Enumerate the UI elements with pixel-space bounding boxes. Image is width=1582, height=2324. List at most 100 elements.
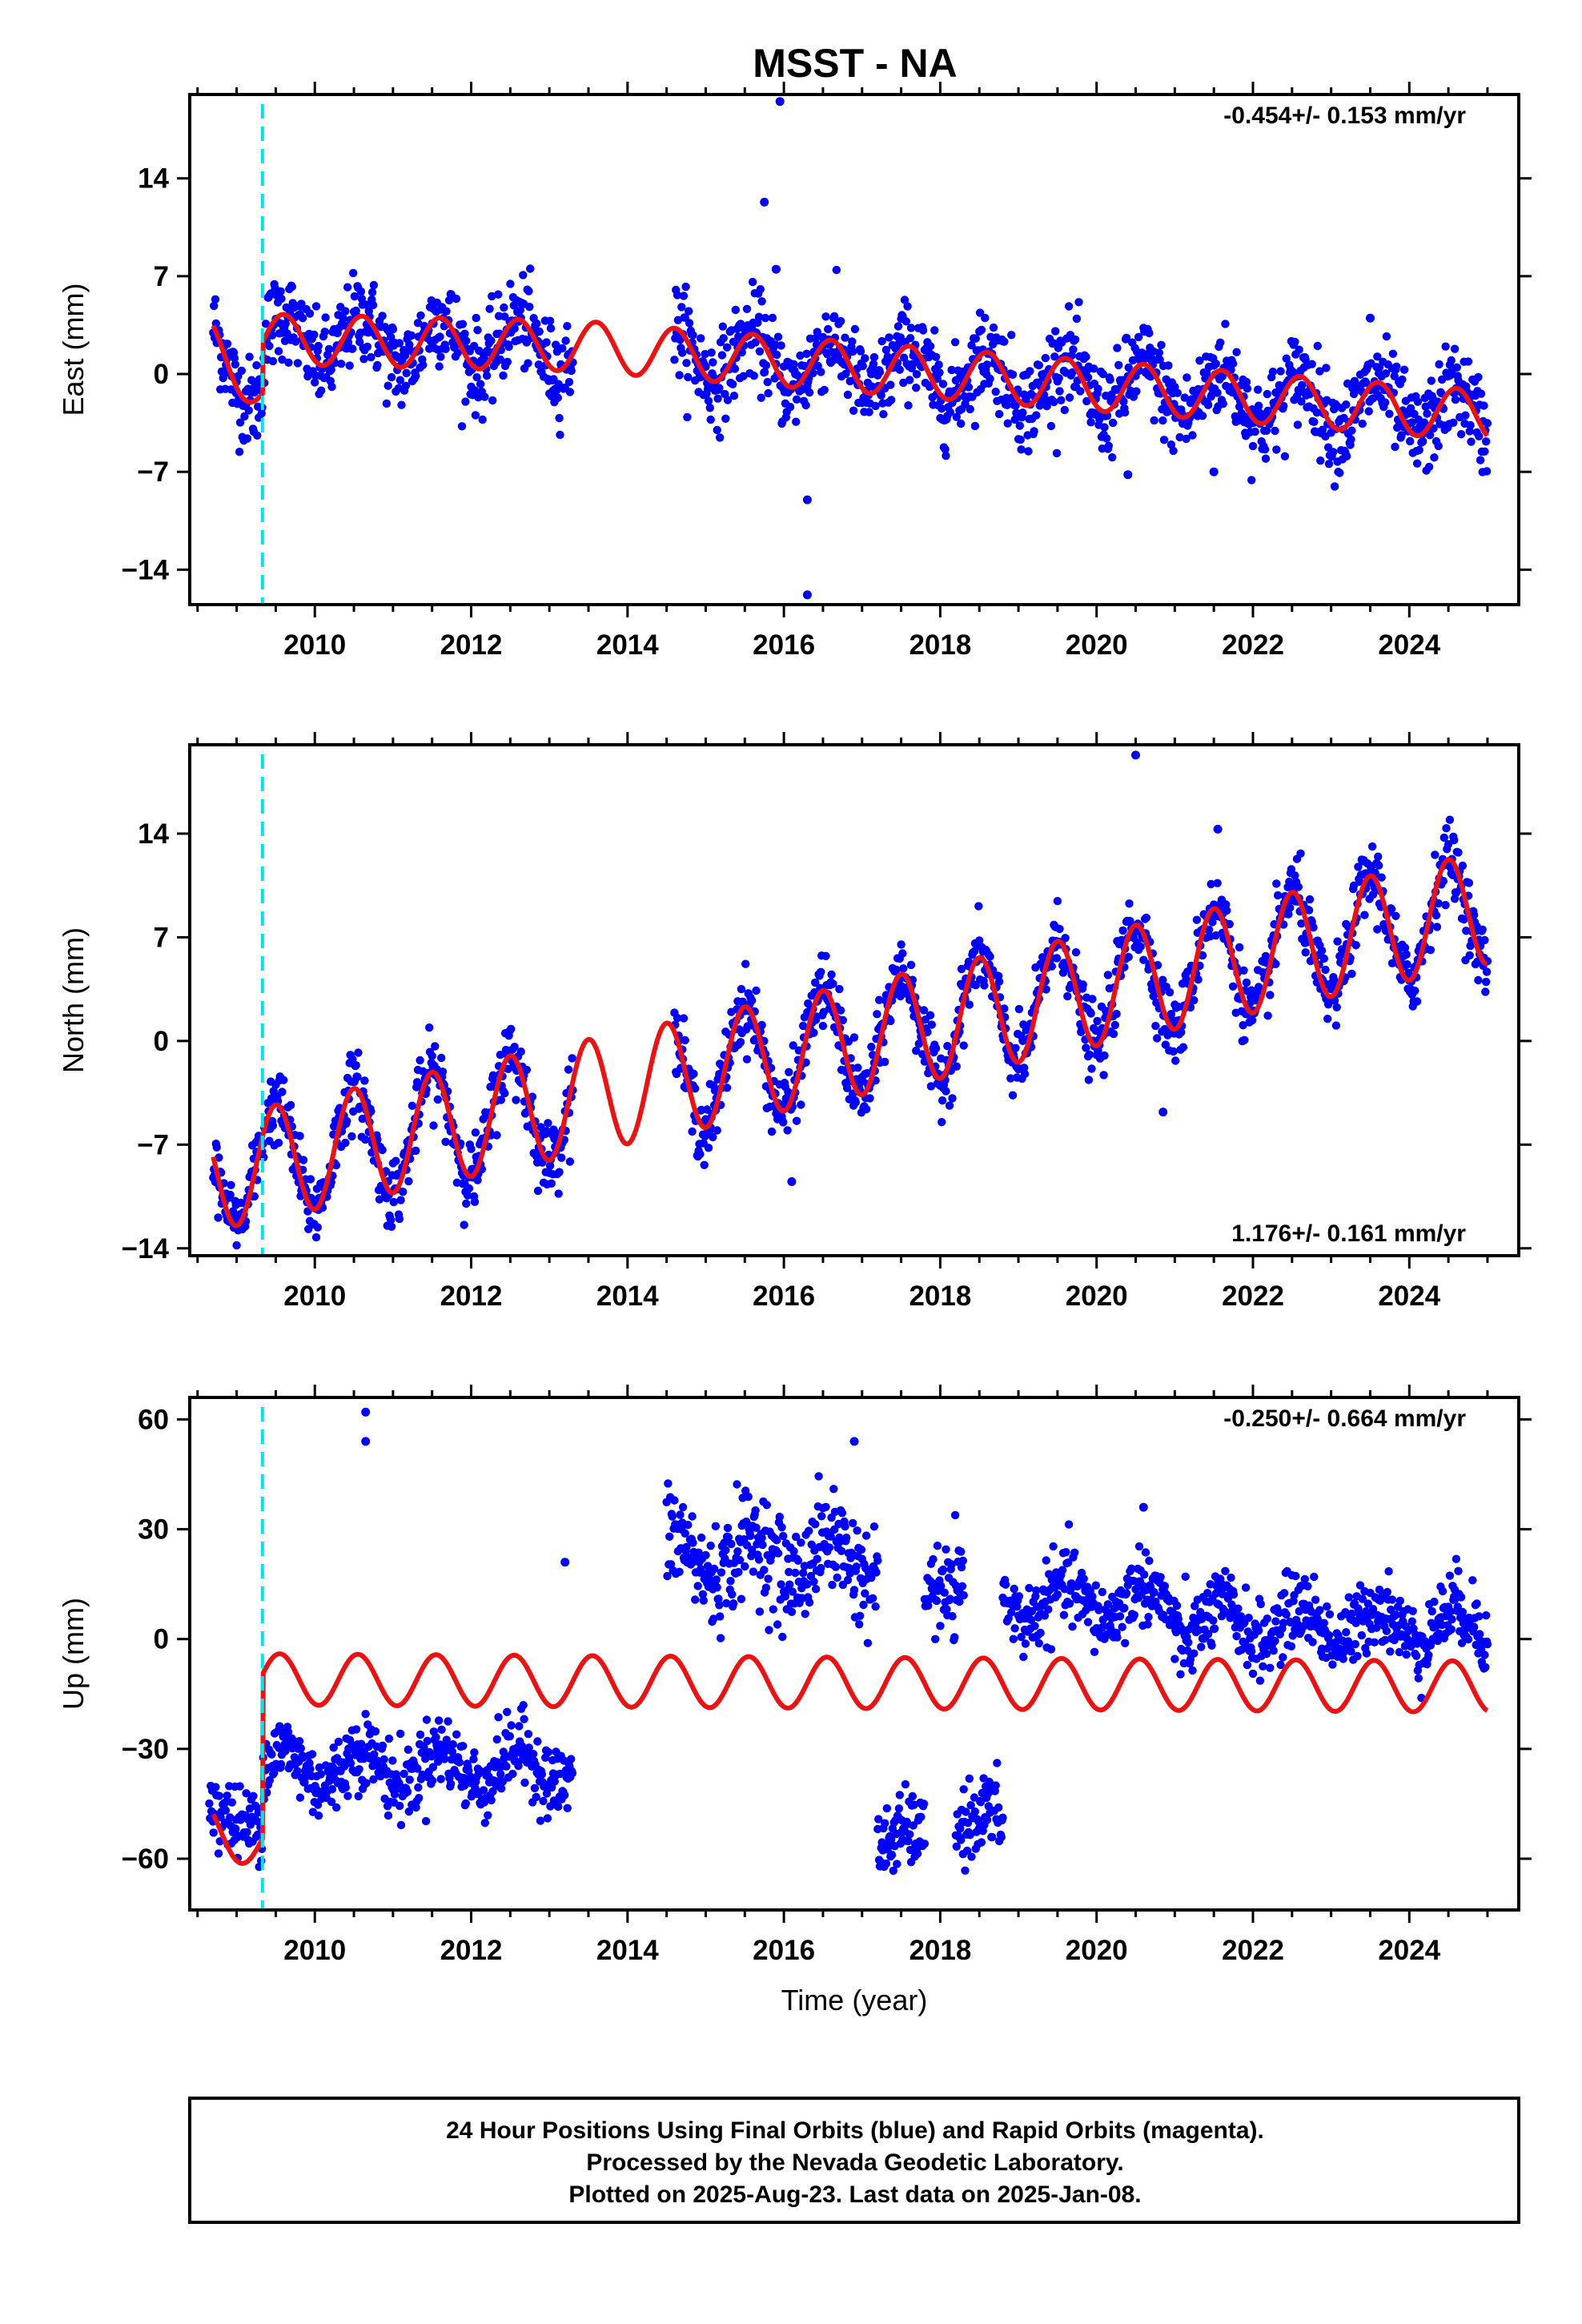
data-point	[959, 1041, 968, 1050]
data-point	[1046, 421, 1056, 431]
data-point	[1144, 1613, 1153, 1622]
data-point	[1425, 431, 1435, 440]
data-point	[1180, 393, 1190, 402]
data-point	[1051, 327, 1060, 336]
data-point	[1435, 360, 1443, 369]
data-point	[1120, 1603, 1129, 1613]
data-point	[349, 268, 358, 278]
data-point	[673, 316, 683, 324]
data-point	[515, 1722, 524, 1731]
data-point	[295, 1132, 304, 1140]
data-point	[556, 430, 564, 440]
data-point	[1170, 1655, 1179, 1663]
data-point	[1237, 408, 1247, 418]
data-point	[1297, 397, 1306, 406]
data-point	[1271, 426, 1279, 436]
data-point	[379, 1755, 388, 1764]
data-point	[1368, 890, 1378, 899]
data-point	[1308, 1638, 1317, 1647]
data-point	[1358, 419, 1367, 428]
data-point	[350, 292, 359, 301]
data-point	[1431, 911, 1441, 920]
data-point	[1181, 1572, 1190, 1582]
data-point	[685, 319, 694, 328]
data-point	[1017, 445, 1026, 454]
data-point	[817, 1563, 825, 1573]
data-point	[1124, 952, 1133, 962]
data-point	[679, 292, 689, 300]
data-point	[1211, 360, 1221, 368]
data-point	[887, 396, 896, 404]
data-point	[367, 352, 375, 362]
data-point	[299, 1156, 308, 1164]
data-point	[286, 1100, 295, 1110]
data-point	[775, 1512, 784, 1522]
data-point	[948, 1612, 957, 1621]
data-point	[933, 1542, 942, 1550]
data-point	[813, 1554, 821, 1563]
data-point	[1203, 400, 1213, 409]
data-point	[1475, 432, 1484, 440]
data-point	[1083, 373, 1093, 382]
data-point	[716, 1634, 725, 1642]
data-point	[1011, 401, 1020, 410]
data-point	[1113, 1633, 1122, 1642]
data-point	[821, 312, 830, 321]
data-point	[1104, 441, 1114, 450]
data-point	[1260, 445, 1270, 454]
data-point	[881, 1057, 889, 1067]
data-point	[746, 1531, 755, 1541]
data-point	[478, 415, 487, 424]
data-point	[235, 418, 245, 427]
data-point	[399, 1188, 408, 1196]
data-point	[1313, 341, 1323, 351]
data-point	[267, 1750, 276, 1759]
data-point	[1232, 1631, 1241, 1641]
data-point	[1364, 407, 1373, 416]
data-point	[281, 319, 290, 328]
data-point	[906, 324, 916, 332]
data-point	[867, 1043, 876, 1051]
data-point	[1430, 453, 1439, 462]
data-point	[470, 1748, 479, 1757]
data-point	[731, 305, 740, 315]
data-point	[1156, 1573, 1165, 1582]
data-point	[1108, 418, 1118, 428]
data-point	[547, 1179, 556, 1188]
plot-area	[209, 97, 1492, 600]
data-point	[331, 1160, 341, 1170]
data-point	[1335, 468, 1344, 477]
data-point	[927, 1020, 937, 1029]
data-point	[912, 370, 921, 379]
data-point	[389, 1197, 398, 1207]
data-point	[1303, 1582, 1312, 1591]
data-point	[360, 1076, 369, 1085]
data-point	[265, 341, 274, 351]
data-point	[689, 331, 697, 340]
data-point	[881, 345, 891, 355]
data-point	[1070, 1548, 1079, 1558]
data-point	[1445, 815, 1455, 824]
data-point	[1351, 941, 1360, 950]
data-point	[1276, 367, 1285, 376]
data-point	[760, 197, 769, 207]
data-point	[1044, 1605, 1053, 1614]
data-point	[1024, 447, 1033, 456]
data-point	[488, 396, 497, 405]
data-point	[339, 314, 347, 323]
data-point	[215, 1153, 223, 1162]
data-point	[929, 1554, 938, 1564]
data-point	[801, 400, 810, 410]
data-point	[1034, 1638, 1044, 1648]
data-point	[729, 380, 737, 388]
data-point	[1419, 437, 1427, 446]
data-point	[1011, 1043, 1020, 1053]
data-point	[1169, 446, 1178, 456]
data-point	[1316, 456, 1325, 465]
plot-area	[209, 750, 1492, 1250]
data-point	[857, 1545, 866, 1554]
data-point	[472, 373, 481, 382]
x-tick-label: 2014	[596, 1281, 659, 1312]
data-point	[1053, 1590, 1062, 1599]
data-point	[1087, 1064, 1096, 1073]
